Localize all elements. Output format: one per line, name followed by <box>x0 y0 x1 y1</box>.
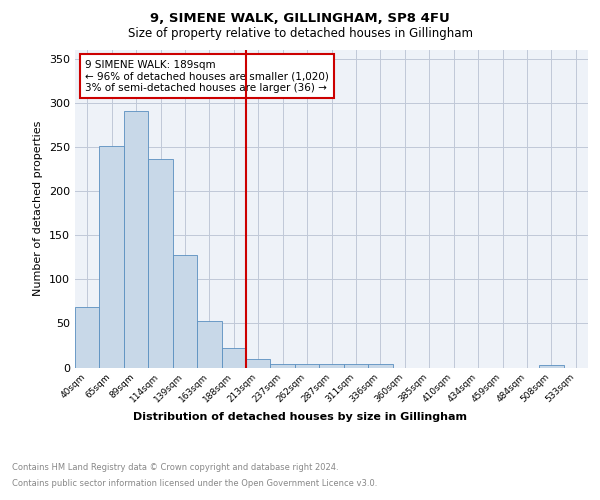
Bar <box>124 111 148 368</box>
Bar <box>100 146 124 368</box>
Text: Contains public sector information licensed under the Open Government Licence v3: Contains public sector information licen… <box>12 479 377 488</box>
Bar <box>75 306 100 368</box>
Bar <box>539 365 563 368</box>
Bar <box>173 256 197 368</box>
Text: Size of property relative to detached houses in Gillingham: Size of property relative to detached ho… <box>128 28 473 40</box>
Bar <box>295 364 319 368</box>
Bar <box>271 364 295 368</box>
Bar <box>344 364 368 368</box>
Bar <box>148 160 173 368</box>
Text: Contains HM Land Registry data © Crown copyright and database right 2024.: Contains HM Land Registry data © Crown c… <box>12 462 338 471</box>
Text: 9 SIMENE WALK: 189sqm
← 96% of detached houses are smaller (1,020)
3% of semi-de: 9 SIMENE WALK: 189sqm ← 96% of detached … <box>85 60 329 92</box>
Bar <box>368 364 392 368</box>
Text: Distribution of detached houses by size in Gillingham: Distribution of detached houses by size … <box>133 412 467 422</box>
Bar <box>319 364 344 368</box>
Text: 9, SIMENE WALK, GILLINGHAM, SP8 4FU: 9, SIMENE WALK, GILLINGHAM, SP8 4FU <box>150 12 450 26</box>
Bar <box>221 348 246 368</box>
Y-axis label: Number of detached properties: Number of detached properties <box>34 121 43 296</box>
Bar <box>197 321 221 368</box>
Bar <box>246 358 271 368</box>
